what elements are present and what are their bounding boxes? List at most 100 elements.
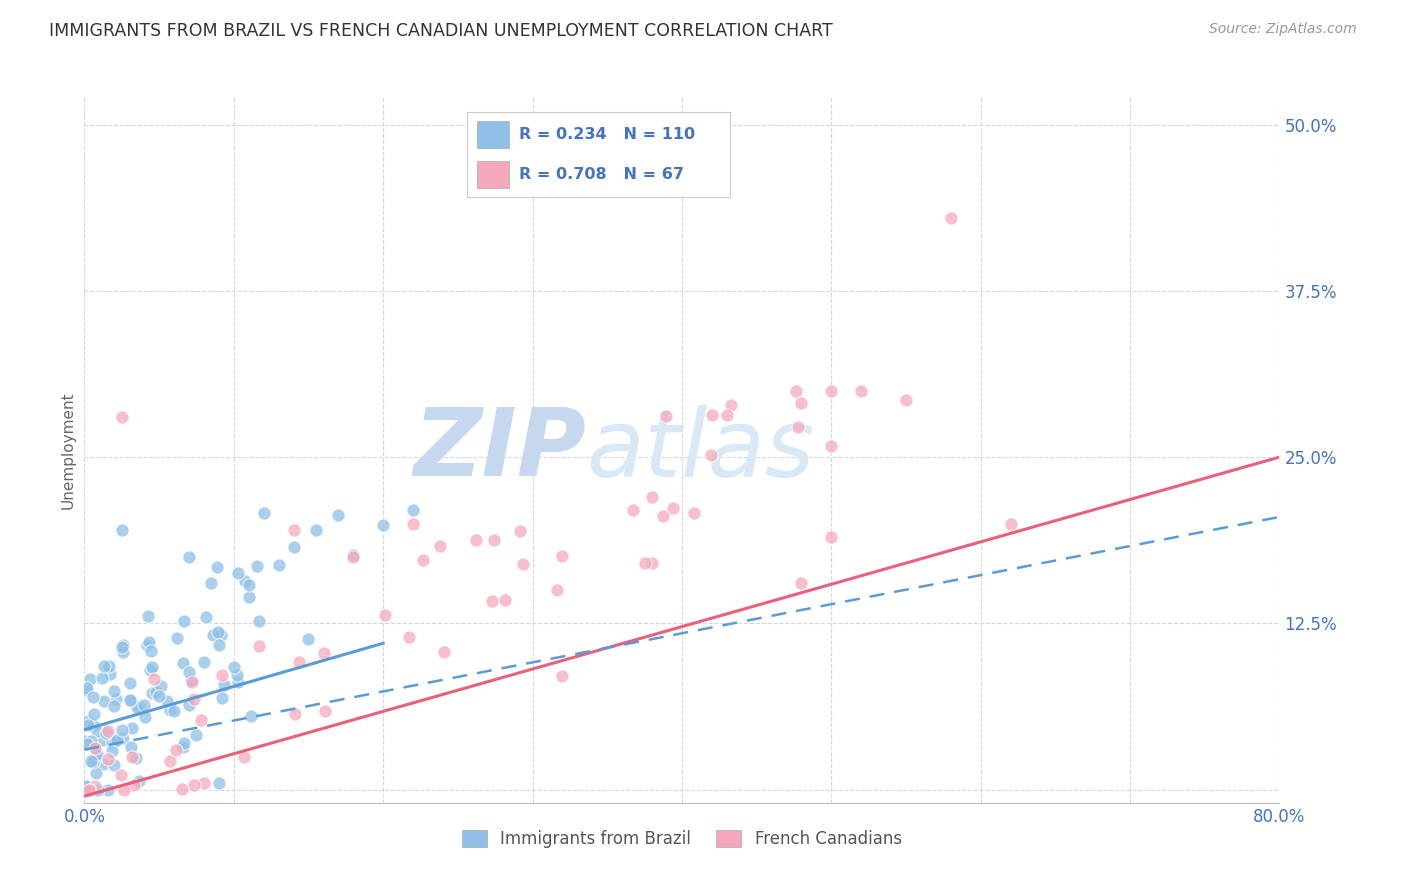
- Point: [247, 614, 270, 628]
- Point: [75, 779, 97, 793]
- Point: [111, 645, 134, 659]
- Point: [180, 673, 202, 687]
- Point: [82, 782, 104, 797]
- Point: [177, 665, 200, 679]
- Point: [111, 523, 134, 537]
- Point: [661, 501, 683, 516]
- Point: [173, 737, 195, 751]
- Point: [177, 698, 200, 713]
- Point: [165, 743, 187, 757]
- Point: [283, 523, 305, 537]
- Point: [93, 659, 115, 673]
- Point: [193, 776, 215, 790]
- Point: [127, 699, 149, 714]
- Point: [112, 782, 135, 797]
- Point: [79, 782, 101, 797]
- Point: [200, 576, 222, 591]
- Point: [551, 669, 574, 683]
- Point: [226, 675, 249, 690]
- Point: [700, 408, 723, 422]
- Point: [894, 392, 917, 407]
- Point: [482, 533, 505, 548]
- Point: [314, 646, 336, 660]
- Point: [238, 578, 260, 592]
- Point: [94, 726, 117, 740]
- Point: [141, 686, 163, 700]
- Point: [118, 676, 141, 690]
- Point: [641, 557, 664, 571]
- Point: [207, 624, 229, 639]
- Point: [97, 659, 120, 673]
- Point: [166, 631, 188, 645]
- Point: [73, 733, 96, 747]
- Legend: Immigrants from Brazil, French Canadians: Immigrants from Brazil, French Canadians: [456, 822, 908, 855]
- Point: [787, 420, 810, 434]
- Point: [105, 732, 128, 747]
- Point: [246, 558, 269, 573]
- Point: [820, 439, 842, 453]
- Point: [183, 778, 205, 792]
- Point: [142, 673, 165, 687]
- Point: [77, 718, 100, 732]
- Point: [84, 779, 107, 793]
- Point: [79, 673, 101, 687]
- Point: [141, 660, 163, 674]
- Point: [80, 754, 103, 768]
- Point: [156, 694, 179, 708]
- Y-axis label: Unemployment: Unemployment: [60, 392, 76, 509]
- Point: [111, 639, 134, 653]
- Point: [433, 645, 456, 659]
- Text: Source: ZipAtlas.com: Source: ZipAtlas.com: [1209, 22, 1357, 37]
- Point: [98, 667, 121, 681]
- Point: [173, 614, 195, 628]
- Point: [402, 516, 425, 531]
- Point: [651, 509, 673, 524]
- Point: [138, 634, 160, 648]
- Point: [464, 533, 486, 547]
- Point: [288, 655, 311, 669]
- Text: ZIP: ZIP: [413, 404, 586, 497]
- Point: [97, 723, 120, 738]
- Point: [104, 691, 127, 706]
- Point: [145, 685, 167, 699]
- Point: [790, 576, 813, 591]
- Point: [209, 628, 232, 642]
- Point: [118, 693, 141, 707]
- Point: [699, 448, 721, 462]
- Point: [429, 539, 451, 553]
- Point: [820, 530, 842, 544]
- Point: [621, 503, 644, 517]
- Point: [820, 384, 842, 398]
- Point: [177, 549, 200, 564]
- Point: [83, 707, 105, 722]
- Point: [124, 751, 146, 765]
- Point: [87, 782, 110, 797]
- Point: [509, 524, 531, 538]
- Point: [86, 747, 108, 762]
- Point: [226, 668, 249, 682]
- Point: [82, 690, 104, 705]
- Point: [202, 628, 225, 642]
- Point: [190, 713, 212, 727]
- Point: [111, 731, 134, 745]
- Point: [939, 211, 962, 225]
- Point: [91, 757, 114, 772]
- Point: [238, 590, 260, 604]
- Point: [97, 782, 120, 797]
- Point: [83, 741, 105, 756]
- Point: [785, 384, 807, 398]
- Point: [159, 703, 181, 717]
- Point: [208, 776, 231, 790]
- Point: [122, 778, 145, 792]
- Point: [1000, 516, 1022, 531]
- Point: [97, 752, 120, 766]
- Point: [84, 766, 107, 780]
- Point: [101, 735, 124, 749]
- Point: [494, 593, 516, 607]
- Point: [398, 630, 420, 644]
- Point: [93, 694, 115, 708]
- Point: [110, 723, 132, 738]
- Point: [211, 668, 233, 682]
- Point: [148, 690, 170, 704]
- Text: IMMIGRANTS FROM BRAZIL VS FRENCH CANADIAN UNEMPLOYMENT CORRELATION CHART: IMMIGRANTS FROM BRAZIL VS FRENCH CANADIA…: [49, 22, 832, 40]
